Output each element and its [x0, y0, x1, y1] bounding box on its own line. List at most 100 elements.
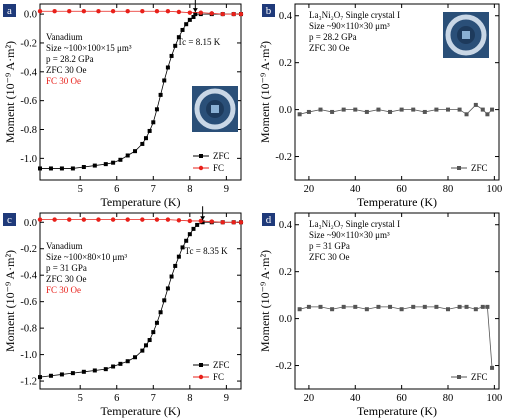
panel-a: a 5 6 7 8 9 0.0 -0.2 -0.4 -0.6 -0.8 -1.0 Temperature… [3, 0, 244, 209]
panel-label-badge [262, 213, 275, 226]
data-point [176, 254, 181, 259]
data-point [184, 22, 189, 27]
data-point [162, 78, 167, 83]
data-point [434, 107, 439, 112]
x-tick-label: 20 [304, 393, 315, 404]
data-point [67, 9, 72, 14]
data-point [52, 9, 57, 14]
y-axis-label: Moment (10⁻⁹ A·m²) [3, 41, 17, 143]
panel-label-badge [3, 4, 16, 17]
x-tick-label: 7 [151, 393, 156, 404]
data-point [187, 10, 193, 15]
x-tick-label: 6 [114, 184, 119, 195]
data-point [480, 304, 485, 309]
panel-label: b [266, 5, 272, 17]
annotation-text: p = 28.2 GPa [46, 54, 94, 64]
y-tick-label: 0.4 [279, 11, 293, 22]
x-tick-label: 80 [443, 184, 454, 195]
data-point [162, 298, 167, 303]
tc-arrowhead [200, 216, 206, 221]
y-tick-label: -0.8 [20, 324, 37, 335]
data-point [110, 217, 116, 222]
data-point [388, 109, 393, 114]
annotation-text: La₃Ni₂O₇ Single crystal I [309, 10, 400, 20]
data-point [67, 217, 72, 222]
data-point [446, 107, 450, 112]
y-tick-label: 0.0 [279, 314, 292, 325]
x-tick-label: 7 [151, 184, 156, 195]
x-tick-label: 60 [396, 184, 407, 195]
data-point [490, 365, 495, 370]
data-point [158, 310, 163, 315]
data-point [176, 35, 181, 40]
data-point [70, 166, 75, 171]
data-point [318, 304, 323, 309]
data-point [187, 232, 192, 237]
data-point [446, 307, 450, 312]
panel-label: c [7, 214, 12, 226]
legend-label: ZFC [213, 151, 230, 161]
data-point [81, 217, 87, 222]
data-point [110, 9, 116, 14]
tc-arrowhead [192, 8, 198, 13]
data-point [457, 107, 462, 112]
data-point [158, 92, 163, 97]
y-tick-label: 0.2 [279, 267, 292, 278]
legend-marker [198, 374, 204, 380]
x-tick-label: 100 [486, 184, 502, 195]
data-point [376, 107, 381, 112]
data-point [70, 371, 75, 376]
data-point [151, 330, 156, 335]
data-point [147, 338, 152, 343]
data-point [154, 320, 159, 325]
data-point [473, 102, 478, 107]
series-fc [37, 9, 244, 17]
x-tick-label: 5 [78, 393, 83, 404]
x-tick-label: 100 [486, 393, 502, 404]
annotation-text: FC 30 Oe [46, 285, 81, 295]
panel-label: d [266, 214, 272, 226]
y-tick-label: -0.4 [20, 67, 37, 78]
data-point [364, 307, 369, 312]
data-point [193, 12, 198, 17]
annotation-text: ZFC 30 Oe [309, 252, 350, 262]
data-point [411, 304, 416, 309]
y-axis-label: Moment (10⁻⁹ A·m²) [258, 41, 272, 143]
data-point [220, 11, 225, 17]
data-point [238, 220, 244, 225]
x-tick-label: 5 [78, 184, 83, 195]
annotation-text: p = 31 GPa [46, 263, 87, 273]
data-point [143, 343, 148, 348]
y-tick-label: -0.8 [20, 125, 37, 136]
data-point [165, 286, 170, 291]
data-point [92, 163, 97, 168]
data-point [151, 120, 156, 125]
y-tick-label: -0.2 [20, 38, 37, 49]
data-point [133, 355, 138, 360]
legend-label: FC [213, 163, 224, 173]
x-tick-label: 9 [224, 184, 229, 195]
data-point [37, 217, 43, 222]
data-point [353, 107, 358, 112]
data-point [306, 304, 311, 309]
data-point [81, 165, 86, 170]
legend-marker [199, 363, 203, 367]
annotation-text: La₃Ni₂O₇ Single crystal I [309, 219, 400, 229]
x-tick-label: 60 [396, 393, 407, 404]
data-point [118, 157, 123, 162]
sample-photo-inset [192, 86, 238, 132]
x-axis-label: Temperature (K) [100, 195, 180, 209]
data-point [464, 304, 469, 309]
panel-b: b 20 40 60 80 100 0.4 0.2 0.0 -0.2 Temperature (K)… [258, 3, 502, 209]
y-tick-label: -0.2 [20, 244, 37, 255]
data-point [81, 9, 87, 14]
data-point [473, 307, 478, 312]
data-point [103, 367, 108, 372]
panel-d: d 20 40 60 80 100 0.4 0.2 0.0 -0.2 Temperature (K)… [258, 212, 502, 418]
x-tick-label: 20 [304, 184, 315, 195]
y-tick-label: -1.0 [20, 154, 37, 165]
data-point [37, 9, 43, 14]
data-point [38, 166, 42, 171]
data-point [364, 109, 369, 114]
